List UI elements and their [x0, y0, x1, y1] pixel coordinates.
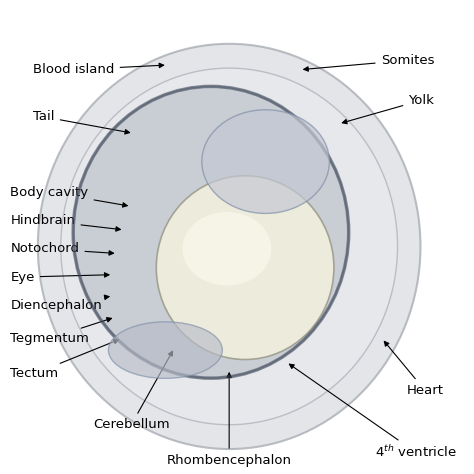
Ellipse shape: [61, 68, 398, 425]
Text: Tail: Tail: [33, 110, 129, 134]
Text: Heart: Heart: [384, 341, 443, 397]
Text: Somites: Somites: [304, 54, 434, 71]
Text: Diencephalon: Diencephalon: [10, 295, 109, 312]
Text: Tegmentum: Tegmentum: [10, 318, 111, 345]
Text: Tectum: Tectum: [10, 339, 118, 380]
Text: Yolk: Yolk: [342, 94, 434, 124]
Text: Cerebellum: Cerebellum: [93, 351, 173, 431]
Text: Eye: Eye: [10, 271, 109, 283]
Ellipse shape: [38, 44, 420, 449]
Text: Notochord: Notochord: [10, 242, 114, 255]
Ellipse shape: [109, 322, 222, 378]
Ellipse shape: [202, 110, 329, 213]
Text: Body cavity: Body cavity: [10, 186, 127, 207]
Text: Blood island: Blood island: [33, 63, 164, 76]
Text: Hindbrain: Hindbrain: [10, 214, 120, 231]
Text: Rhombencephalon: Rhombencephalon: [167, 373, 292, 467]
Ellipse shape: [182, 212, 271, 285]
Ellipse shape: [73, 86, 349, 378]
Ellipse shape: [156, 176, 334, 359]
Text: 4$^{th}$ ventricle: 4$^{th}$ ventricle: [290, 364, 457, 460]
